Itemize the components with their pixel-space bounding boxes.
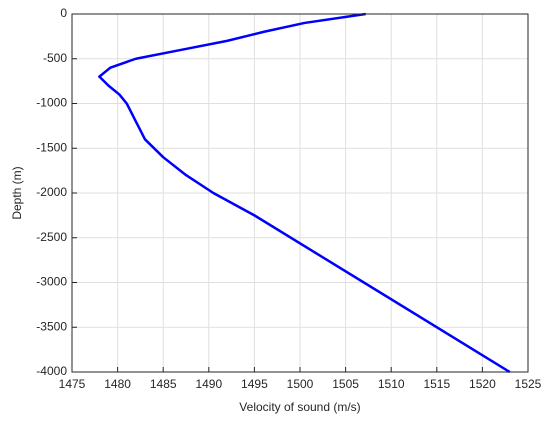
x-tick-label: 1510 (378, 377, 405, 391)
x-tick-label: 1500 (287, 377, 314, 391)
y-tick-label: -3000 (36, 275, 67, 289)
y-tick-label: 0 (60, 6, 67, 20)
x-tick-label: 1485 (150, 377, 177, 391)
y-tick-label: -3500 (36, 319, 67, 333)
grid-layer (71, 13, 529, 373)
data-layer (98, 12, 511, 374)
y-axis-label: Depth (m) (10, 166, 24, 219)
y-tick-label: -1500 (36, 140, 67, 154)
y-tick-label: -2500 (36, 230, 67, 244)
x-tick-label: 1480 (104, 377, 131, 391)
x-tick-label: 1475 (59, 377, 86, 391)
x-tick-label: 1520 (469, 377, 496, 391)
data-line (98, 12, 511, 374)
y-tick-label: -1000 (36, 96, 67, 110)
y-tick-label: -4000 (36, 364, 67, 378)
x-axis-label: Velocity of sound (m/s) (239, 400, 360, 414)
y-tick-label: -2000 (36, 185, 67, 199)
x-tick-label: 1495 (241, 377, 268, 391)
y-tick-label: -500 (43, 51, 67, 65)
x-tick-label: 1525 (515, 377, 542, 391)
x-tick-label: 1490 (195, 377, 222, 391)
x-tick-label: 1515 (423, 377, 450, 391)
x-tick-label: 1505 (332, 377, 359, 391)
